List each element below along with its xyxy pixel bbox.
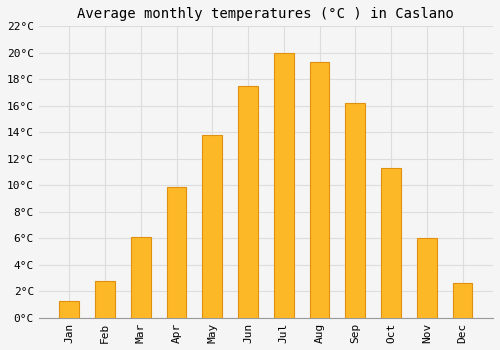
Bar [202, 135, 222, 318]
Bar [310, 62, 330, 318]
Bar [274, 53, 293, 318]
Title: Average monthly temperatures (°C ) in Caslano: Average monthly temperatures (°C ) in Ca… [78, 7, 454, 21]
Bar [60, 301, 79, 318]
Bar [417, 238, 436, 318]
Bar [95, 281, 115, 318]
Bar [381, 168, 401, 318]
Bar [238, 86, 258, 318]
Bar [346, 103, 365, 318]
Bar [452, 284, 472, 318]
Bar [166, 187, 186, 318]
Bar [131, 237, 150, 318]
